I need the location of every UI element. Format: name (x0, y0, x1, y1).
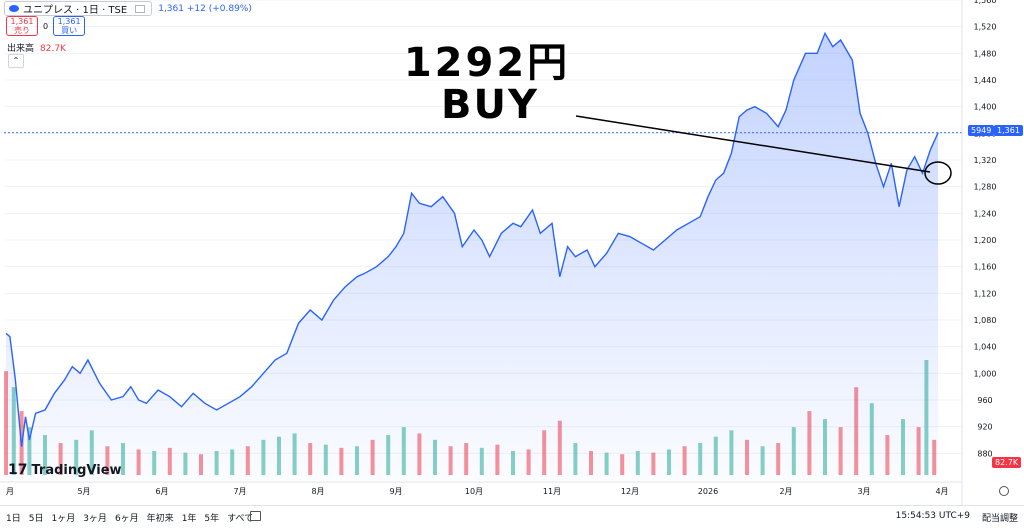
grid-icon[interactable] (135, 4, 146, 13)
volume-label: 出来高 (7, 44, 35, 54)
price-tick-label: 1,160 (974, 263, 997, 272)
range-3m[interactable]: 3ヶ月 (83, 514, 107, 524)
last-volume-label: 82.7K (992, 457, 1022, 468)
symbol-name: ユニプレス · 1日 · TSE (23, 5, 128, 16)
price-tick-label: 1,040 (974, 343, 997, 352)
time-tick-label: 6月 (155, 487, 168, 496)
range-all[interactable]: すべて (227, 514, 254, 524)
annotation-price: 1292円 (403, 40, 571, 86)
range-1d[interactable]: 1日 (6, 514, 21, 524)
range-ytd[interactable]: 年初来 (146, 514, 174, 524)
price-tick-label: 1,200 (974, 236, 997, 245)
price-line (5, 31, 939, 447)
sell-button[interactable]: 1,361 売り (6, 16, 38, 36)
buy-annotation-circle (924, 161, 952, 185)
volume-legend: 出来高 82.7K (7, 41, 66, 54)
time-tick-label: 10月 (465, 487, 483, 496)
price-tick-label: 1,120 (974, 289, 997, 298)
range-1y[interactable]: 1年 (181, 514, 197, 524)
time-tick-label: 4月 (935, 487, 948, 496)
quote-change: 1,361 +12 (+0.89%) (158, 3, 252, 14)
time-tick-label: 3月 (857, 487, 870, 496)
buy-button[interactable]: 1,361 買い (53, 16, 86, 36)
time-tick-label: 11月 (543, 487, 561, 496)
price-tick-label: 1,240 (974, 209, 997, 218)
price-tick-label: 1,560 (974, 0, 997, 5)
last-price-label: 1,361 (994, 125, 1023, 136)
price-tick-label: 1,480 (974, 49, 997, 58)
countdown-label: 5949 (968, 125, 995, 136)
time-tick-label: 5月 (77, 487, 90, 496)
price-axis[interactable]: 880 920 960 1,000 1,040 1,080 1,120 1,160 1,200 1… (961, 0, 997, 505)
time-tick-label: 2026 (698, 487, 718, 496)
range-6m[interactable]: 6ヶ月 (114, 514, 139, 524)
volume-value: 82.7K (40, 44, 66, 54)
gear-icon[interactable] (999, 486, 1009, 496)
price-tick-label: 1,400 (974, 103, 997, 112)
time-tick-label: 8月 (311, 487, 324, 496)
bottom-toolbar: 1日 5日 1ヶ月 3ヶ月 6ヶ月 年初来 1年 5年 すべて 15:54:53… (0, 505, 1024, 528)
sell-label: 売り (14, 26, 30, 35)
price-area (6, 33, 939, 481)
time-tick-label: 9月 (389, 487, 402, 496)
tradingview-mark-icon: 17 (8, 462, 28, 478)
price-tick-label: 1,320 (974, 156, 997, 165)
buy-annotation-arrow (575, 115, 931, 173)
symbol-selector[interactable]: ユニプレス · 1日 · TSE (4, 1, 153, 16)
time-axis[interactable]: 月 5月 6月 7月 8月 9月 10月 11月 12月 2026 2月 3月 4月 (0, 481, 962, 496)
buy-label: 買い (61, 26, 78, 35)
time-tick-label: 7月 (233, 487, 246, 496)
time-tick-label: 12月 (621, 487, 639, 496)
range-5y[interactable]: 5年 (204, 514, 220, 524)
trade-buttons: 1,361 売り 0 1,361 買い (6, 16, 86, 36)
tradingview-logo-text: TradingView (31, 462, 122, 478)
range-1m[interactable]: 1ヶ月 (51, 514, 76, 524)
buy-price: 1,361 (57, 17, 81, 26)
tradingview-logo[interactable]: 17 TradingView (8, 462, 122, 478)
price-tick-label: 1,280 (974, 183, 997, 192)
price-tick-label: 880 (977, 449, 992, 458)
dividend-adjust-toggle[interactable]: 配当調整 (981, 514, 1018, 524)
price-tick-label: 1,000 (974, 369, 997, 378)
spread-value: 0 (43, 21, 49, 31)
eye-icon[interactable] (9, 5, 19, 12)
price-tick-label: 920 (977, 423, 992, 432)
sell-price: 1,361 (10, 17, 34, 26)
price-tick-label: 1,520 (974, 23, 997, 32)
symbol-header: ユニプレス · 1日 · TSE 1,361 +12 (+0.89%) (4, 1, 252, 16)
time-tick-label: 2月 (779, 487, 792, 496)
price-tick-label: 960 (977, 396, 992, 405)
annotation-action: BUY (441, 82, 539, 128)
range-5d[interactable]: 5日 (28, 514, 44, 524)
clock: 15:54:53 UTC+9 (895, 511, 970, 521)
calendar-icon[interactable] (250, 511, 261, 521)
range-selector: 1日 5日 1ヶ月 3ヶ月 6ヶ月 年初来 1年 5年 すべて (6, 511, 253, 524)
collapse-legend-button[interactable]: ⌃ (8, 54, 24, 68)
price-tick-label: 1,080 (974, 316, 997, 325)
price-tick-label: 1,440 (974, 76, 997, 85)
time-tick-label: 月 (6, 487, 14, 496)
